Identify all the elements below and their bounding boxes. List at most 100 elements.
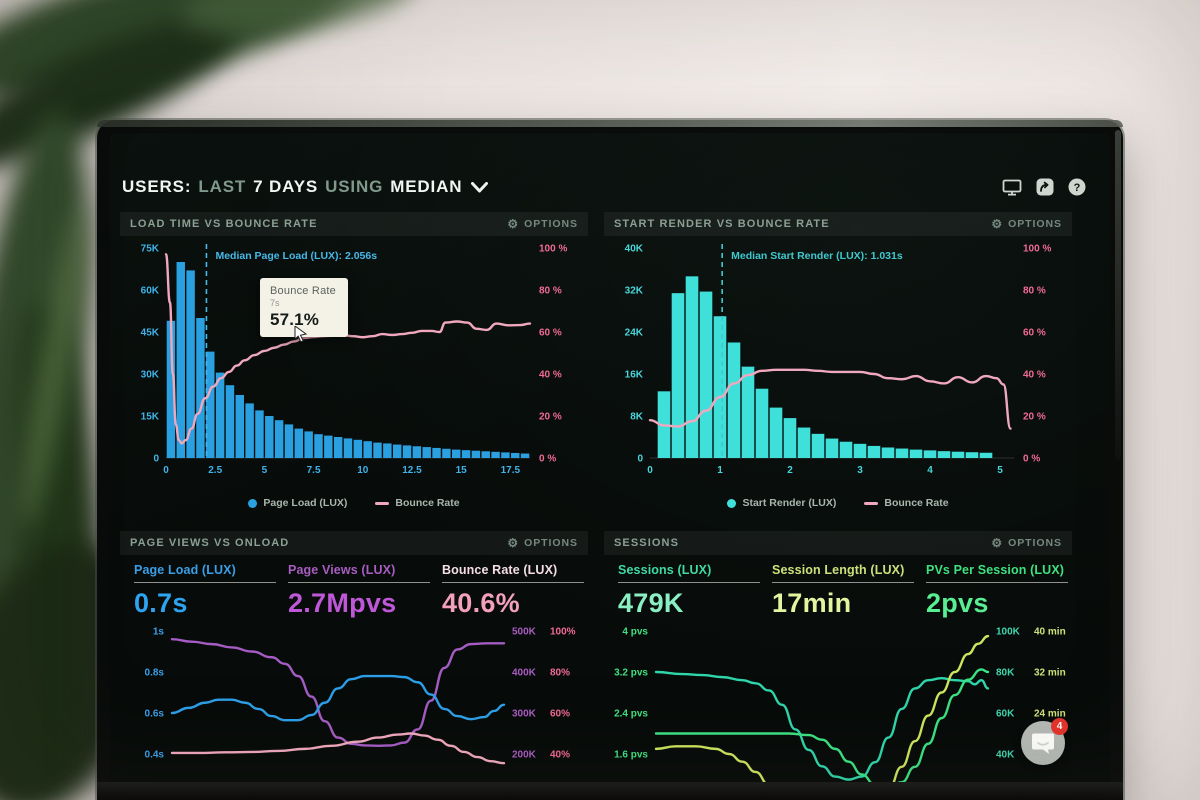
metric-page-views: Page Views (LUX) 2.7Mpvs <box>288 563 430 619</box>
svg-text:100%: 100% <box>550 627 576 638</box>
legend-item: Start Render (LUX) <box>727 497 836 509</box>
svg-text:60K: 60K <box>141 286 160 297</box>
legend-item: Bounce Rate <box>375 497 460 509</box>
legend-item: Bounce Rate <box>864 497 949 509</box>
gear-icon: ⚙ <box>507 217 520 231</box>
panel-sessions: SESSIONS ⚙ OPTIONS Sessions (LUX) 479K S… <box>604 531 1072 782</box>
metric-label: Sessions (LUX) <box>618 563 760 583</box>
svg-text:3: 3 <box>857 465 863 476</box>
svg-text:24K: 24K <box>625 328 644 339</box>
svg-text:30K: 30K <box>141 370 160 381</box>
svg-text:10: 10 <box>357 465 369 476</box>
svg-text:4: 4 <box>927 465 933 476</box>
chat-widget-button[interactable]: 4 <box>1021 718 1068 765</box>
svg-text:100 %: 100 % <box>1023 244 1051 255</box>
metric-value: 2.7Mpvs <box>288 588 397 618</box>
svg-text:40%: 40% <box>550 750 570 761</box>
svg-text:40K: 40K <box>625 244 644 255</box>
options-button[interactable]: ⚙ OPTIONS <box>991 218 1062 230</box>
svg-text:45K: 45K <box>141 328 160 339</box>
svg-text:0: 0 <box>153 454 159 465</box>
svg-text:0: 0 <box>163 465 169 476</box>
options-label: OPTIONS <box>1008 218 1062 230</box>
svg-text:1.6 pvs: 1.6 pvs <box>614 750 648 761</box>
metric-label: PVs Per Session (LUX) <box>926 563 1068 583</box>
notification-badge: 4 <box>1051 718 1068 735</box>
options-button[interactable]: ⚙ OPTIONS <box>991 537 1062 549</box>
panel-header: LOAD TIME VS BOUNCE RATE ⚙ OPTIONS <box>120 212 588 236</box>
svg-text:200K: 200K <box>512 750 537 761</box>
panel-header: PAGE VIEWS VS ONLOAD ⚙ OPTIONS <box>120 531 588 555</box>
svg-text:80 %: 80 % <box>1023 286 1046 297</box>
svg-text:20 %: 20 % <box>1023 412 1046 423</box>
svg-text:12.5: 12.5 <box>402 465 422 476</box>
metric-sessions: Sessions (LUX) 479K <box>618 563 760 619</box>
metric-value: 17min <box>772 588 852 618</box>
panel-header: START RENDER VS BOUNCE RATE ⚙ OPTIONS <box>604 212 1072 236</box>
svg-text:0.6s: 0.6s <box>145 709 165 720</box>
svg-text:15: 15 <box>456 465 468 476</box>
gear-icon: ⚙ <box>991 217 1004 231</box>
svg-text:1s: 1s <box>153 627 165 638</box>
display-icon[interactable] <box>1002 179 1022 196</box>
chart-legend: Page Load (LUX) Bounce Rate <box>120 493 588 513</box>
chart-sessions[interactable]: 4 pvs 3.2 pvs 2.4 pvs 1.6 pvs 100K 80K 60K 40K 4… <box>604 619 1072 782</box>
svg-text:40 %: 40 % <box>539 370 562 381</box>
svg-text:?: ? <box>1074 182 1081 194</box>
legend-dot-marker <box>727 498 737 508</box>
svg-text:32 min: 32 min <box>1034 668 1066 679</box>
metric-bounce-rate: Bounce Rate (LUX) 40.6% <box>442 563 584 619</box>
title-segment: USING <box>325 177 384 196</box>
chat-bubble-icon <box>1032 733 1054 754</box>
title-segment: 7 DAYS <box>253 177 319 196</box>
svg-text:75K: 75K <box>141 244 160 255</box>
svg-text:80%: 80% <box>550 668 570 679</box>
options-button[interactable]: ⚙ OPTIONS <box>507 218 578 230</box>
panel-load-time-vs-bounce-rate: LOAD TIME VS BOUNCE RATE ⚙ OPTIONS 75K 60… <box>120 212 588 513</box>
help-icon[interactable]: ? <box>1068 178 1086 196</box>
svg-text:0.8s: 0.8s <box>145 668 165 679</box>
options-label: OPTIONS <box>524 537 578 549</box>
title-segment: LAST <box>198 177 247 196</box>
options-label: OPTIONS <box>1008 537 1062 549</box>
gear-icon: ⚙ <box>507 536 520 550</box>
svg-text:100 %: 100 % <box>539 244 567 255</box>
panel-title: START RENDER VS BOUNCE RATE <box>614 218 830 230</box>
legend-item: Page Load (LUX) <box>248 497 347 509</box>
legend-line-marker <box>375 501 390 505</box>
svg-text:40 %: 40 % <box>1023 370 1046 381</box>
svg-text:5: 5 <box>262 465 268 476</box>
page-title-dropdown[interactable]: USERS: LAST 7 DAYS USING MEDIAN <box>122 177 489 197</box>
svg-text:0: 0 <box>637 454 643 465</box>
metric-page-load: Page Load (LUX) 0.7s <box>134 563 276 619</box>
svg-text:60 %: 60 % <box>1023 328 1046 339</box>
laptop: USERS: LAST 7 DAYS USING MEDIAN ? <box>97 120 1123 800</box>
tooltip-sub: 7s <box>270 298 280 308</box>
svg-text:40K: 40K <box>996 750 1015 761</box>
title-segment: MEDIAN <box>390 177 463 196</box>
svg-text:100K: 100K <box>996 627 1021 638</box>
svg-text:1: 1 <box>717 465 723 476</box>
tooltip: Bounce Rate 7s 57.1% <box>260 278 349 337</box>
svg-text:60K: 60K <box>996 709 1015 720</box>
options-button[interactable]: ⚙ OPTIONS <box>507 537 578 549</box>
dashboard-header: USERS: LAST 7 DAYS USING MEDIAN ? <box>122 177 1086 197</box>
svg-text:500K: 500K <box>512 627 537 638</box>
svg-text:Median Page Load (LUX): 2.056s: Median Page Load (LUX): 2.056s <box>215 250 377 262</box>
svg-text:16K: 16K <box>625 370 644 381</box>
svg-text:2.4 pvs: 2.4 pvs <box>614 709 648 720</box>
svg-text:5: 5 <box>997 465 1003 476</box>
share-icon[interactable] <box>1036 178 1054 196</box>
mouse-cursor <box>294 326 308 342</box>
chart-load-time-vs-bounce-rate[interactable]: 75K 60K 45K 30K 15K 0 100 % 80 % 60 % 40 % 20 % 0 %… <box>120 236 588 493</box>
dashboard-screen: USERS: LAST 7 DAYS USING MEDIAN ? <box>110 133 1110 782</box>
svg-text:80K: 80K <box>996 668 1015 679</box>
tooltip-value: 57.1% <box>270 310 320 329</box>
chart-legend: Start Render (LUX) Bounce Rate <box>604 493 1072 513</box>
metric-value: 0.7s <box>134 588 188 618</box>
chart-start-render-vs-bounce-rate[interactable]: 40K 32K 24K 16K 8K 0 100 % 80 % 60 % 40 % 20 % 0 % 0… <box>604 236 1072 493</box>
svg-text:8K: 8K <box>630 412 644 423</box>
metric-pvs-per-session: PVs Per Session (LUX) 2pvs <box>926 563 1068 619</box>
chart-page-views-vs-onload[interactable]: 1s 0.8s 0.6s 0.4s 500K 400K 300K 200K 100% 80% 60%… <box>120 619 588 782</box>
